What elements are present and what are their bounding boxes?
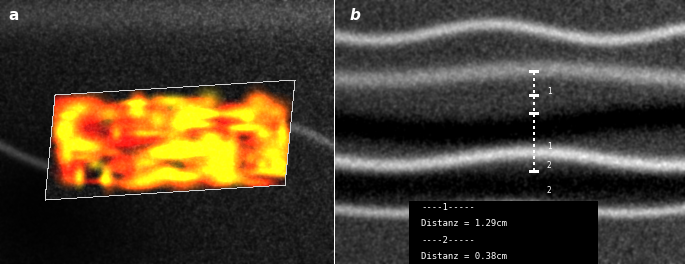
Bar — [409, 201, 597, 264]
Text: 1: 1 — [547, 142, 551, 151]
Text: Distanz = 0.38cm: Distanz = 0.38cm — [421, 252, 507, 261]
Text: a: a — [8, 8, 18, 23]
Text: Distanz = 1.29cm: Distanz = 1.29cm — [421, 219, 507, 228]
Text: ----2-----: ----2----- — [421, 236, 475, 245]
Text: 2: 2 — [547, 161, 551, 169]
Text: ----1-----: ----1----- — [421, 203, 475, 212]
Text: 1: 1 — [547, 87, 551, 96]
Text: 2: 2 — [547, 186, 551, 195]
Text: b: b — [349, 8, 360, 23]
